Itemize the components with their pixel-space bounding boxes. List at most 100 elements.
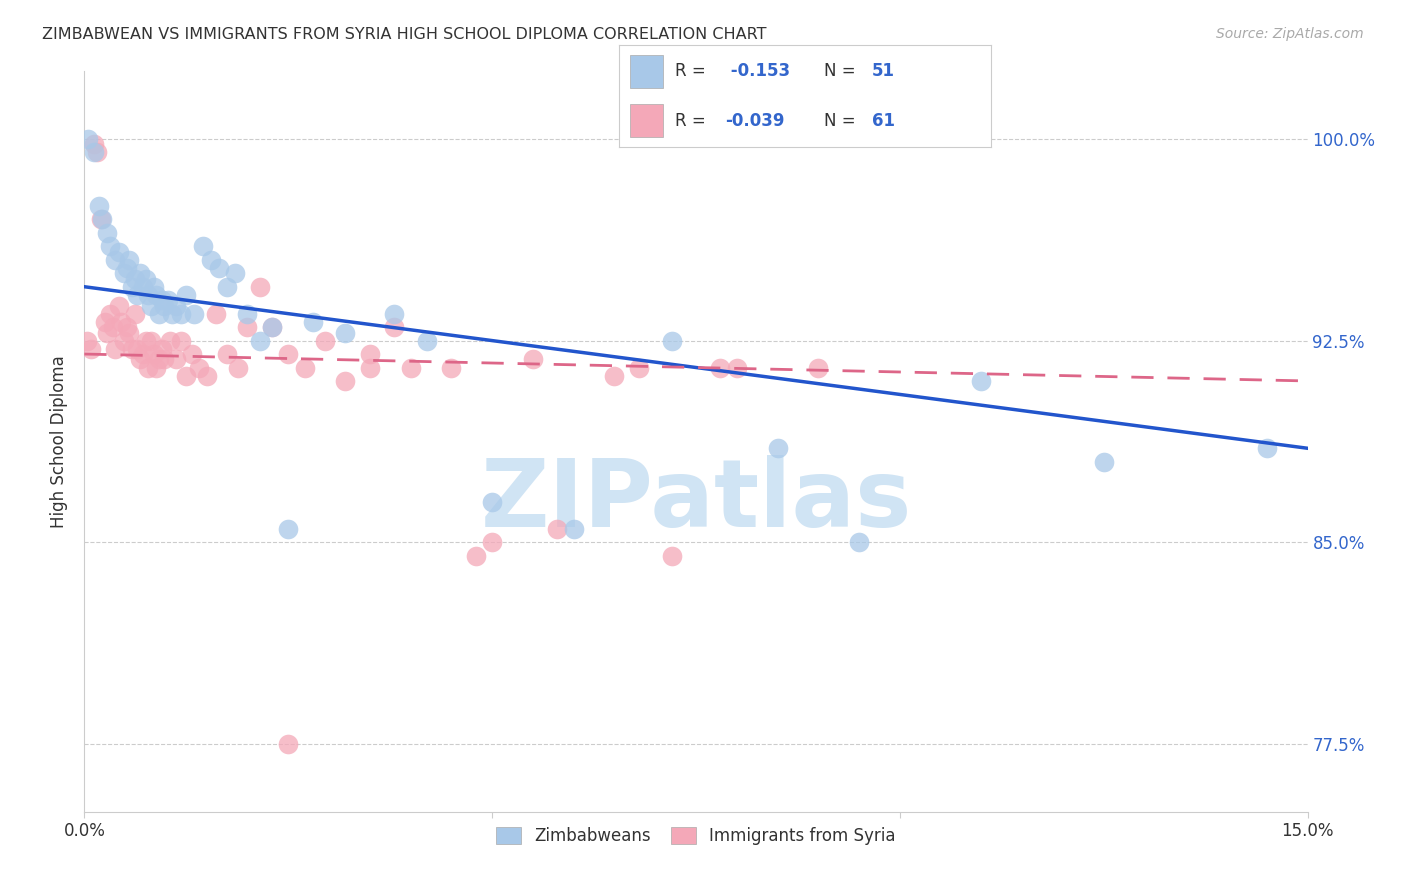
Point [183,307,205,321]
Point [807,360,830,375]
Point [150,342,173,356]
Text: 61: 61 [872,112,896,129]
Point [141,334,163,348]
Point [208,260,231,275]
Point [135,271,157,285]
Point [848,535,870,549]
Point [90,212,112,227]
Point [115,320,138,334]
Point [725,360,748,375]
Point [277,738,299,752]
Point [481,535,503,549]
Text: R =: R = [675,62,710,80]
Point [301,315,323,329]
Point [128,352,150,367]
Point [165,299,187,313]
Point [359,347,381,361]
Point [101,320,124,334]
Text: -0.039: -0.039 [725,112,785,129]
Point [132,347,155,361]
Point [83,136,105,151]
Point [546,522,568,536]
Point [124,271,146,285]
Point [709,360,731,375]
Point [226,360,249,375]
Point [169,307,191,321]
Point [191,239,214,253]
Text: 51: 51 [872,62,896,80]
Point [112,266,135,280]
Point [148,307,170,321]
Point [187,360,209,375]
Point [118,326,141,340]
Point [100,307,122,321]
Point [165,352,187,367]
Point [416,334,439,348]
Point [86,145,108,160]
Point [217,347,239,361]
Text: R =: R = [675,112,710,129]
Point [562,522,585,536]
Point [136,288,159,302]
Point [249,334,271,348]
Point [224,266,246,280]
Point [260,320,283,334]
Point [110,315,132,329]
Point [104,342,127,356]
Point [135,334,157,348]
Point [104,252,127,267]
Point [153,299,176,313]
Point [481,495,503,509]
Point [1092,455,1115,469]
Point [112,334,135,348]
Text: ZIPatlas: ZIPatlas [481,455,911,547]
Y-axis label: High School Diploma: High School Diploma [51,355,69,528]
Point [141,299,163,313]
Point [1256,442,1278,456]
Text: N =: N = [824,112,860,129]
Point [80,342,103,356]
Point [205,307,228,321]
Point [148,352,170,367]
Point [132,279,155,293]
Point [399,360,422,375]
Point [77,131,100,145]
Point [121,279,143,293]
Bar [630,55,664,87]
Point [277,347,299,361]
Point [100,239,122,253]
Point [128,266,150,280]
Point [156,293,179,308]
Point [174,368,197,383]
Point [96,326,118,340]
Point [87,199,110,213]
Bar [630,104,664,137]
Text: -0.153: -0.153 [725,62,790,80]
Point [162,307,184,321]
Text: Source: ZipAtlas.com: Source: ZipAtlas.com [1216,27,1364,41]
Point [464,549,486,563]
Point [115,260,138,275]
Point [174,288,197,302]
Point [107,244,129,259]
Point [121,342,143,356]
Point [335,374,357,388]
Text: ZIMBABWEAN VS IMMIGRANTS FROM SYRIA HIGH SCHOOL DIPLOMA CORRELATION CHART: ZIMBABWEAN VS IMMIGRANTS FROM SYRIA HIGH… [42,27,766,42]
Point [766,442,789,456]
Point [142,279,165,293]
Point [970,374,993,388]
Point [91,212,114,227]
Point [76,334,98,348]
Legend: Zimbabweans, Immigrants from Syria: Zimbabweans, Immigrants from Syria [489,820,903,852]
Point [382,307,405,321]
Point [142,347,165,361]
Point [294,360,316,375]
Point [181,347,204,361]
Point [236,307,259,321]
Point [145,288,167,302]
Point [522,352,544,367]
Point [195,368,218,383]
Point [145,360,167,375]
Point [169,334,191,348]
Point [153,352,176,367]
